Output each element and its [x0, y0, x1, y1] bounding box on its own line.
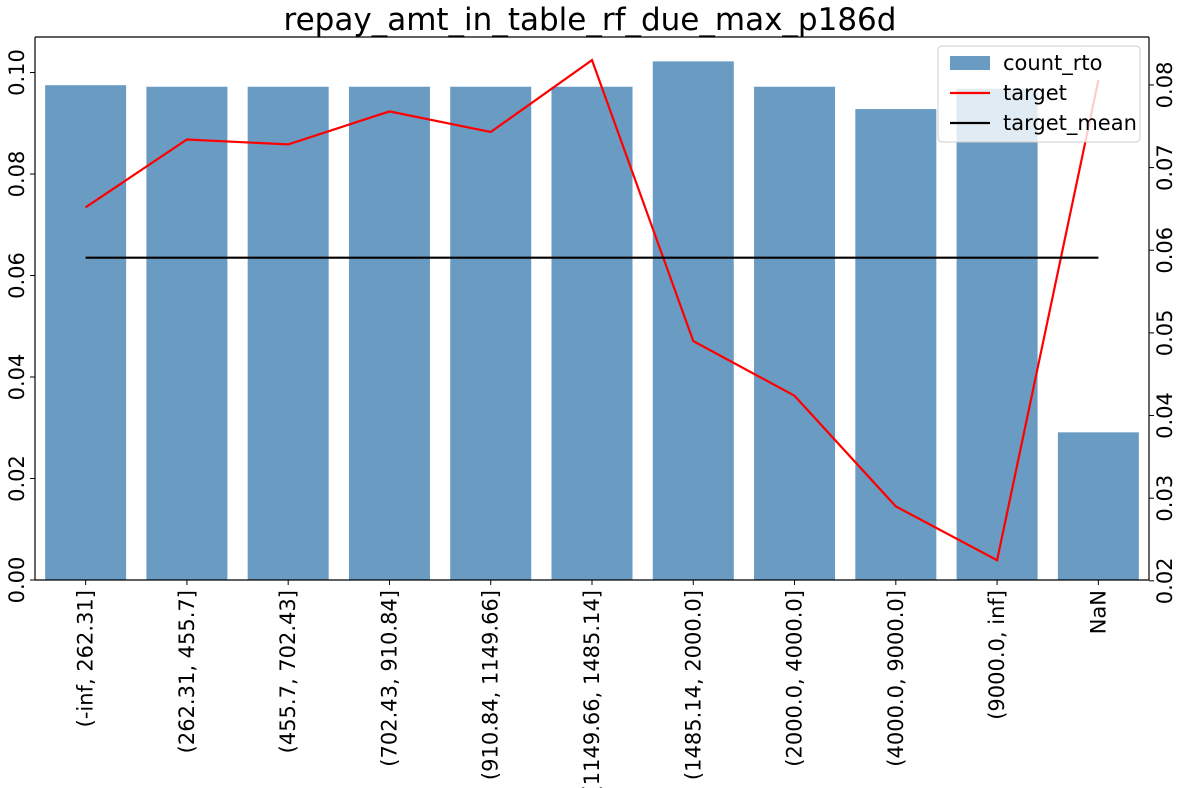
bar-group	[45, 61, 1139, 581]
legend-label: target	[1003, 81, 1067, 105]
x-tick-label: (910.84, 1149.66]	[479, 590, 503, 780]
bar	[551, 86, 633, 580]
y-left-tick-label: 0.04	[5, 354, 29, 401]
x-tick-label: (1485.14, 2000.0]	[681, 590, 705, 780]
bar	[754, 86, 836, 580]
y-left-tick-label: 0.06	[5, 252, 29, 299]
bar	[348, 86, 430, 580]
y-right-tick-label: 0.07	[1153, 144, 1177, 191]
x-tick-label: NaN	[1086, 590, 1110, 634]
legend-label: target_mean	[1003, 111, 1137, 136]
bar	[855, 109, 937, 581]
chart-title: repay_amt_in_table_rf_due_max_p186d	[284, 2, 897, 38]
bar	[146, 86, 228, 580]
y-right-tick-label: 0.04	[1153, 392, 1177, 439]
bar	[956, 88, 1038, 580]
axes: 0.00 0.02 0.04 0.06 0.08 0.10 0.02 0.03 0.04 0.05…	[5, 36, 1177, 788]
x-tick-label: (455.7, 702.43]	[276, 590, 300, 753]
y-right-tick-label: 0.05	[1153, 309, 1177, 356]
bar	[450, 86, 532, 580]
y-left-tick-label: 0.10	[5, 49, 29, 96]
y-right-tick-label: 0.02	[1153, 557, 1177, 604]
y-left-tick-label: 0.08	[5, 151, 29, 198]
x-tick-label: (4000.0, 9000.0]	[884, 590, 908, 767]
x-tick-label: (-inf, 262.31]	[74, 590, 98, 727]
legend-label: count_rto	[1003, 51, 1102, 76]
y-right-tick-label: 0.08	[1153, 62, 1177, 109]
y-left-tick-label: 0.00	[5, 557, 29, 604]
x-tick-label: (702.43, 910.84]	[377, 590, 401, 767]
bar	[1057, 432, 1139, 580]
series-line-target	[84, 58, 1100, 562]
y-left-tick-label: 0.02	[5, 455, 29, 502]
x-tick-label: (1149.66, 1485.14]	[580, 590, 604, 788]
bar	[652, 61, 734, 580]
x-tick-label: (262.31, 455.7]	[175, 590, 199, 753]
x-tick-label: (9000.0, inf]	[985, 590, 1009, 720]
x-tick-label: (2000.0, 4000.0]	[783, 590, 807, 767]
legend-swatch	[950, 56, 990, 70]
bar	[45, 85, 127, 581]
y-right-tick-label: 0.03	[1153, 475, 1177, 522]
bar	[247, 86, 329, 580]
y-right-tick-label: 0.06	[1153, 227, 1177, 274]
line-group	[84, 58, 1100, 562]
